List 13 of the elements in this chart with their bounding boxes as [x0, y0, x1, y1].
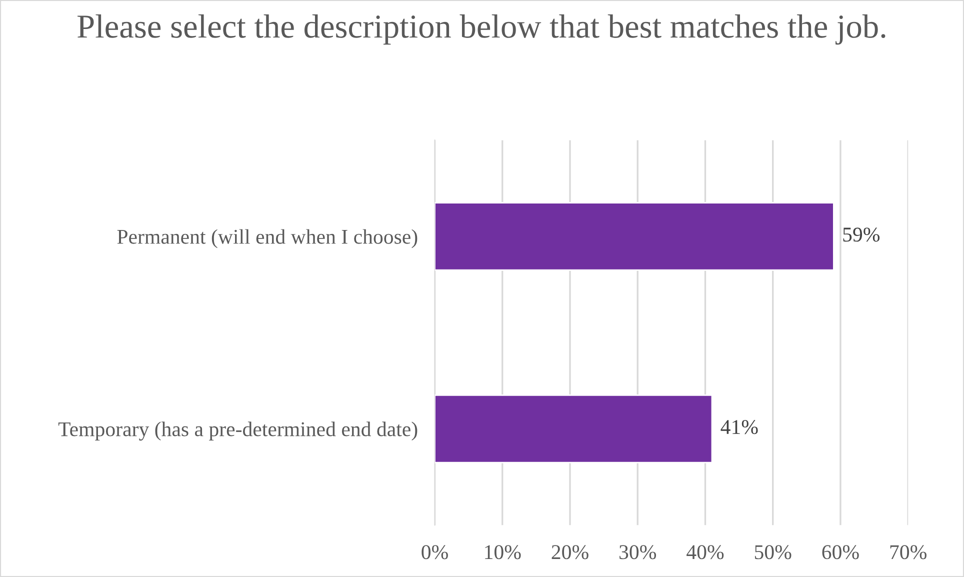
x-tick-label: 20%	[552, 545, 588, 560]
data-label: 41%	[720, 420, 758, 434]
x-tick-label: 40%	[686, 545, 724, 560]
x-tick-label: 10%	[485, 545, 521, 560]
x-tick-label: 0%	[422, 545, 448, 560]
x-tick-label: 30%	[620, 545, 656, 560]
chart-title: Please select the description below that best matches the job.	[78, 14, 886, 45]
y-tick-label: Temporary (has a pre-determined end date)	[58, 422, 418, 441]
x-tick-label: 50%	[754, 545, 792, 560]
x-tick-label: 70%	[890, 545, 926, 560]
data-label: 59%	[843, 228, 880, 242]
y-tick-label: Permanent (will end when I choose)	[117, 229, 418, 248]
x-tick-label: 60%	[822, 545, 859, 560]
